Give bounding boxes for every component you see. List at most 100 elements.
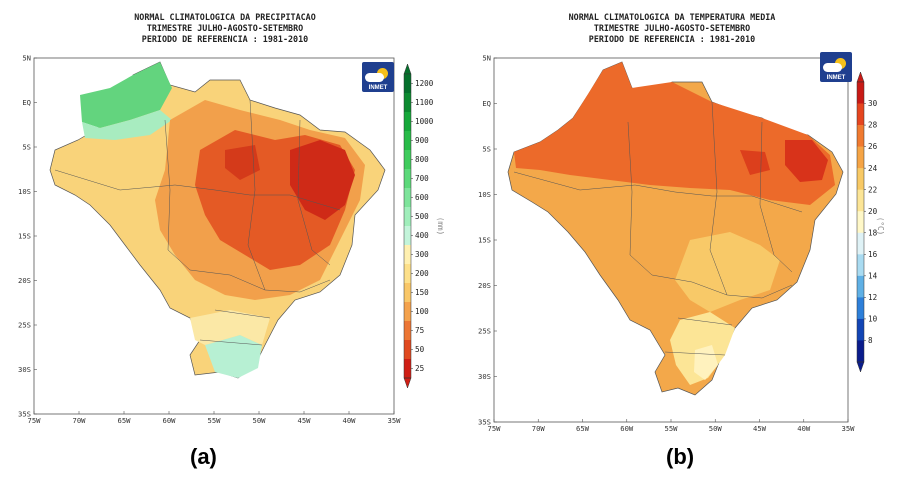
title-line-1: NORMAL CLIMATOLOGICA DA TEMPERATURA MEDI…: [569, 12, 776, 22]
x-tick-label: 75W: [488, 424, 502, 433]
colorbar-segment: [404, 188, 411, 208]
deep-red-west-center: [225, 145, 260, 180]
y-tick-label: 35S: [478, 418, 491, 427]
red-spot-center-north: [740, 150, 770, 175]
x-tick-label: 45W: [753, 424, 767, 433]
y-tick-label: 25S: [18, 321, 31, 330]
colorbar-label: 50: [415, 345, 425, 354]
state-border-line: [164, 119, 231, 276]
colorbar-label: 400: [415, 231, 429, 240]
y-tick-label: 5S: [482, 145, 491, 154]
x-tick-label: 50W: [253, 416, 267, 425]
colorbar-segment: [404, 245, 411, 265]
pale-yellow-south: [190, 310, 270, 345]
title-line-3: PERIODO DE REFERENCIA : 1981-2010: [589, 34, 755, 44]
panel-title: NORMAL CLIMATOLOGICA DA TEMPERATURA MEDI…: [569, 12, 776, 44]
colorbar-segment: [404, 321, 411, 341]
logo-text: INMET: [368, 85, 388, 91]
colorbar-label: 200: [415, 269, 429, 278]
colorbar-segment: [404, 207, 411, 227]
colorbar-segment: [404, 131, 411, 151]
state-borders: [54, 99, 341, 346]
precipitation-colorbar: 1200 1100 1000 900 800 700 600 500 400 300 200 150 1…: [403, 63, 445, 389]
colorbar-segment: [404, 302, 411, 322]
colorbar-segment: [404, 264, 411, 284]
x-tick-label: 70W: [73, 416, 87, 425]
x-tick-label: 45W: [298, 416, 312, 425]
brazil-temperature-field: [507, 61, 844, 396]
y-tick-label: 5N: [482, 54, 491, 63]
state-border-line: [513, 171, 803, 213]
colorbar-label: 30: [868, 99, 878, 108]
y-tick-label: 35S: [18, 410, 31, 419]
colorbar-segment: [857, 232, 864, 255]
colorbar-label: 8: [868, 336, 873, 345]
y-tick-label: EQ: [482, 99, 491, 108]
colorbar-label: 75: [415, 326, 424, 335]
colorbar-segment: [404, 340, 411, 360]
y-tick-label: 20S: [18, 276, 31, 285]
colorbar-label: 1200: [415, 79, 434, 88]
colorbar-label: 10: [868, 315, 878, 324]
precipitation-map-figure: NORMAL CLIMATOLOGICA DA PRECIPITACAO TRI…: [18, 12, 402, 425]
logo-text: INMET: [826, 75, 846, 81]
panel-temperature: NORMAL CLIMATOLOGICA DA TEMPERATURA MEDI…: [450, 0, 900, 479]
yellow-southeast: [675, 232, 780, 312]
light-green-north-band: [82, 110, 172, 140]
x-tick-label: 70W: [532, 424, 546, 433]
title-line-2: TRIMESTRE JULHO-AGOSTO-SETEMBRO: [147, 23, 303, 33]
colorbar-bottom-arrow: [856, 361, 865, 373]
colorbar-label: 100: [415, 307, 429, 316]
colorbar-segment: [857, 189, 864, 212]
colorbar-bottom-arrow: [403, 377, 412, 389]
x-tick-label: 35W: [842, 424, 856, 433]
colorbar-top-arrow: [856, 71, 865, 83]
y-tick-label: 10S: [18, 187, 31, 196]
colorbar-segment: [404, 74, 411, 94]
x-tick-label: 60W: [163, 416, 177, 425]
colorbar-label: 600: [415, 193, 429, 202]
colorbar-segment: [857, 82, 864, 104]
colorbar-unit-celsius: (°C): [876, 217, 885, 235]
colorbar-label: 20: [868, 207, 878, 216]
x-tick-label: 50W: [709, 424, 723, 433]
x-tick-label: 35W: [388, 416, 402, 425]
cloud-icon: [365, 73, 384, 82]
temperature-map-figure: NORMAL CLIMATOLOGICA DA TEMPERATURA MEDI…: [478, 12, 855, 434]
red-northeast: [785, 140, 828, 182]
y-tick-label: 15S: [18, 232, 31, 241]
x-tick-label: 65W: [118, 416, 132, 425]
colorbar-label: 16: [868, 250, 878, 259]
caption-a: (a): [190, 444, 217, 469]
state-border-line: [199, 339, 263, 346]
colorbar-label: 800: [415, 155, 429, 164]
colorbar-label: 700: [415, 174, 429, 183]
x-tick-label: 40W: [343, 416, 357, 425]
colorbar-label: 300: [415, 250, 429, 259]
colorbar-segment: [857, 275, 864, 298]
state-border-line: [677, 317, 733, 326]
colorbar-unit-mm: (mm): [436, 217, 445, 235]
title-line-2: TRIMESTRE JULHO-AGOSTO-SETEMBRO: [594, 23, 750, 33]
state-border-line: [759, 121, 793, 273]
colorbar-label: 900: [415, 136, 429, 145]
state-border-line: [247, 99, 266, 291]
colorbar-segment: [404, 150, 411, 170]
colorbar-frame: [856, 81, 865, 363]
colorbar-label: 28: [868, 121, 878, 130]
y-tick-label: 20S: [478, 281, 491, 290]
panel-title: NORMAL CLIMATOLOGICA DA PRECIPITACAO TRI…: [134, 12, 316, 44]
title-line-1: NORMAL CLIMATOLOGICA DA PRECIPITACAO: [134, 12, 316, 22]
y-tick-label: 30S: [478, 372, 491, 381]
state-border-line: [664, 351, 726, 356]
colorbar-label: 18: [868, 228, 878, 237]
state-border-line: [691, 281, 793, 299]
y-tick-label: EQ: [22, 98, 31, 107]
colorbar-segment: [404, 169, 411, 189]
inmet-logo: INMET: [362, 62, 394, 92]
state-border-line: [627, 121, 693, 283]
colorbar-label: 14: [868, 271, 878, 280]
x-tick-label: 55W: [208, 416, 222, 425]
colorbar-label: 150: [415, 288, 429, 297]
